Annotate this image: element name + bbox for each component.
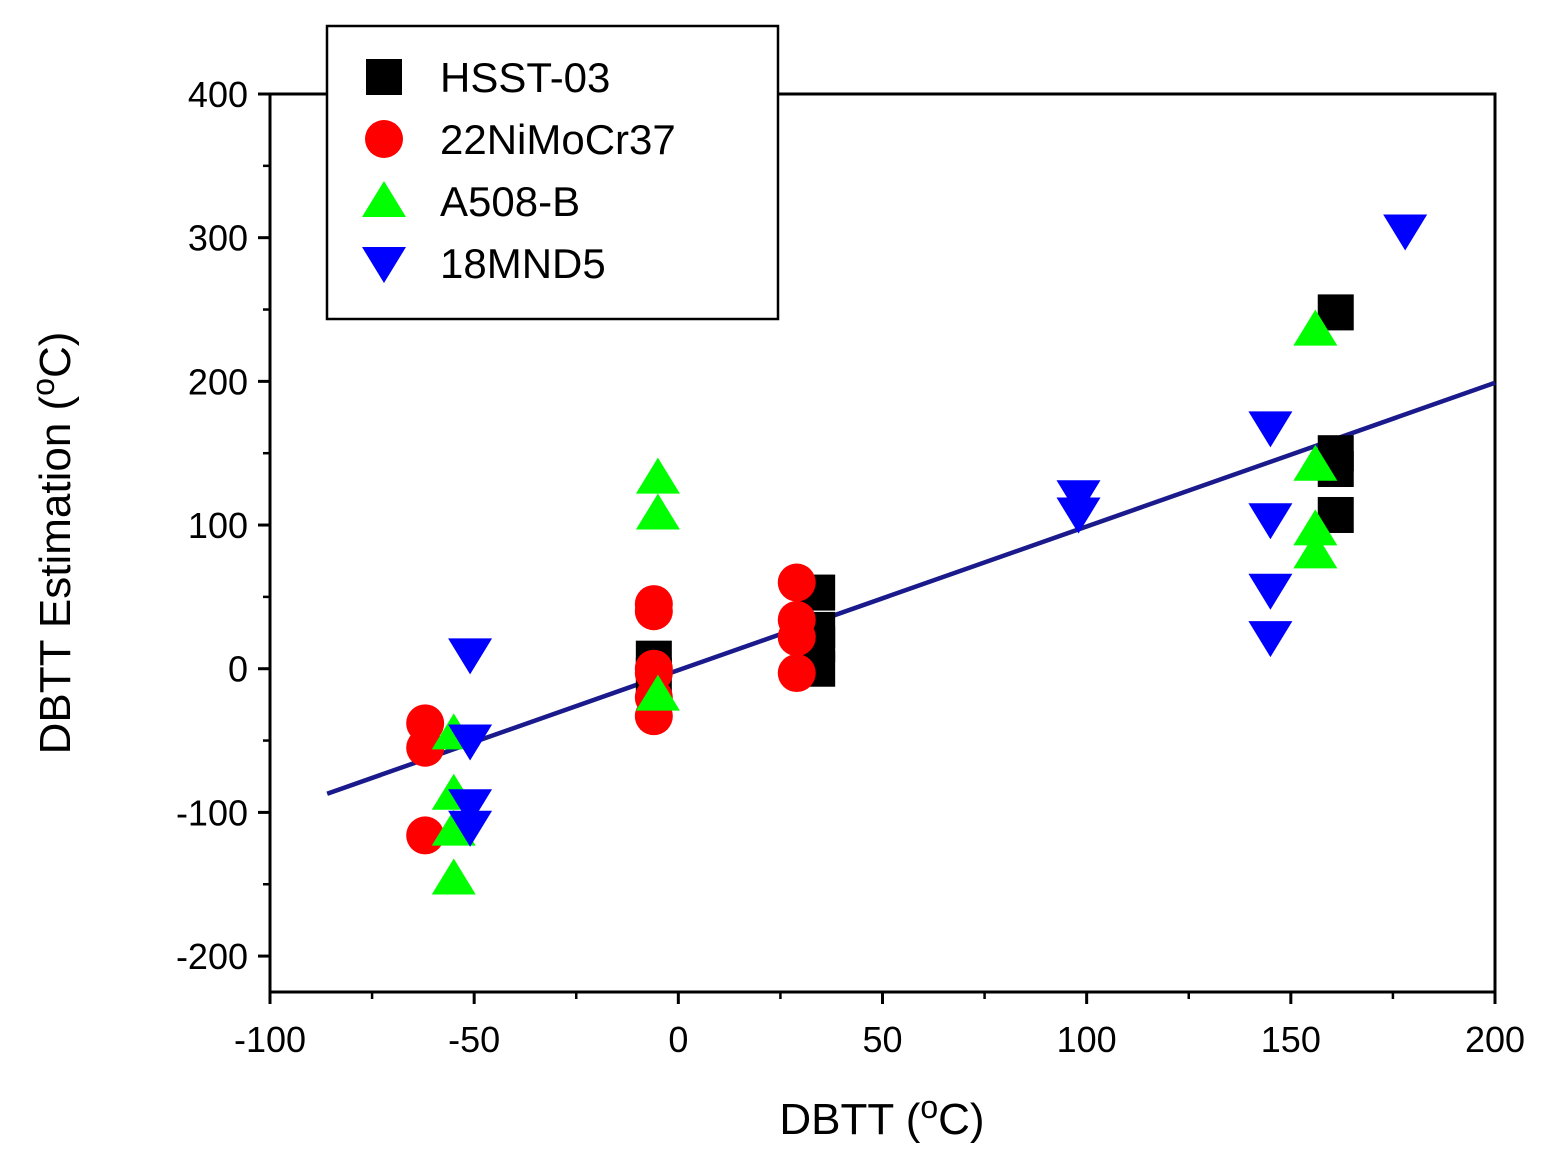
- x-tick-label: 100: [1057, 1019, 1117, 1060]
- legend-marker-18mnd5: [362, 247, 406, 283]
- data-point-a508-b: [635, 493, 680, 530]
- data-point-22nimocr37: [777, 654, 816, 693]
- x-axis: -100 -50 0 50 100 150 200: [234, 992, 1525, 1060]
- y-tick-label: 200: [188, 361, 248, 402]
- legend: HSST-03 22NiMoCr37 A508-B 18MND5: [325, 24, 780, 321]
- series-hsst-03: [635, 294, 1354, 694]
- x-axis-title-unit: C): [938, 1095, 984, 1144]
- y-tick-label: 0: [228, 649, 248, 690]
- y-tick-label: -200: [176, 936, 248, 977]
- data-point-a508-b: [431, 858, 476, 895]
- data-point-a508-b: [635, 457, 680, 494]
- x-axis-title-degree: o: [920, 1089, 938, 1125]
- legend-label-22nimocr37: 22NiMoCr37: [440, 116, 676, 163]
- y-tick-label: -100: [176, 792, 248, 833]
- x-tick-label: 200: [1465, 1019, 1525, 1060]
- legend-marker-22nimocr37: [365, 120, 403, 158]
- plot-area: [268, 92, 1497, 994]
- legend-items: HSST-03 22NiMoCr37 A508-B 18MND5: [362, 54, 676, 287]
- data-point-18mnd5: [1248, 573, 1293, 610]
- y-tick-label: 100: [188, 505, 248, 546]
- data-point-a508-b: [635, 674, 680, 711]
- x-axis-title: DBTT (oC): [779, 1089, 984, 1144]
- data-point-18mnd5: [1056, 497, 1101, 534]
- legend-label-hsst-03: HSST-03: [440, 54, 610, 101]
- data-point-a508-b: [1293, 509, 1338, 546]
- x-tick-label: 0: [668, 1019, 688, 1060]
- data-point-18mnd5: [448, 638, 493, 675]
- legend-box: [325, 24, 780, 321]
- series-18mnd5: [448, 214, 1428, 847]
- x-tick-label: 150: [1261, 1019, 1321, 1060]
- data-point-a508-b: [1293, 444, 1338, 481]
- data-point-22nimocr37: [777, 618, 816, 657]
- data-point-18mnd5: [1383, 214, 1428, 251]
- data-point-18mnd5: [448, 789, 493, 826]
- linear-fit-line: [326, 380, 1496, 796]
- legend-marker-a508-b: [362, 181, 406, 217]
- legend-label-a508-b: A508-B: [440, 178, 580, 225]
- data-point-18mnd5: [1248, 503, 1293, 540]
- data-point-a508-b: [1293, 532, 1338, 569]
- data-point-22nimocr37: [777, 563, 816, 602]
- x-tick-label: -50: [448, 1019, 500, 1060]
- series-a508-b: [431, 309, 1338, 895]
- y-axis-title-main: DBTT Estimation (: [31, 395, 80, 754]
- data-point-22nimocr37: [406, 728, 445, 767]
- y-tick-label: 400: [188, 74, 248, 115]
- legend-label-18mnd5: 18MND5: [440, 240, 606, 287]
- y-tick-label: 300: [188, 218, 248, 259]
- y-axis-title-degree: o: [25, 378, 61, 396]
- data-point-18mnd5: [1248, 411, 1293, 448]
- y-axis: -200 -100 0 100 200 300 400: [176, 74, 270, 977]
- data-point-18mnd5: [448, 724, 493, 761]
- y-axis-title: DBTT Estimation (oC): [25, 332, 80, 755]
- data-points-layer: [406, 214, 1428, 895]
- x-tick-label: 50: [862, 1019, 902, 1060]
- legend-marker-hsst-03: [366, 59, 402, 95]
- fit-line-layer: [326, 380, 1496, 796]
- data-point-18mnd5: [1248, 621, 1293, 658]
- y-axis-title-unit: C): [31, 332, 80, 378]
- x-tick-label: -100: [234, 1019, 306, 1060]
- data-point-a508-b: [1293, 309, 1338, 346]
- x-axis-title-main: DBTT (: [779, 1095, 920, 1144]
- data-point-18mnd5: [448, 810, 493, 847]
- data-point-22nimocr37: [634, 592, 673, 631]
